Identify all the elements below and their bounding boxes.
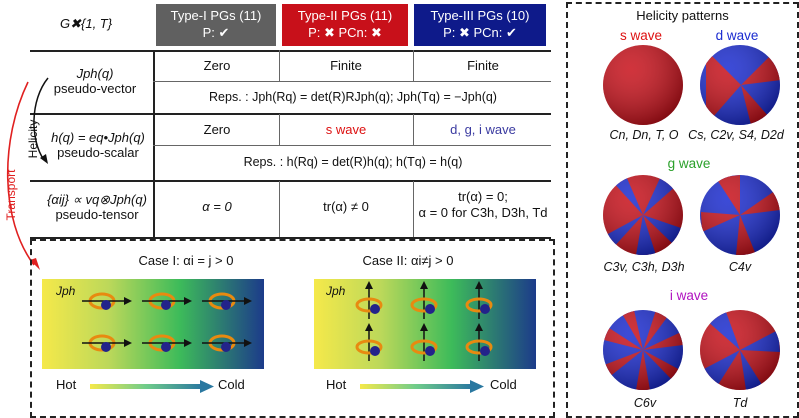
s-wave-text: s wave [619,28,663,43]
d-wave-label: d wave [692,28,782,43]
transport-arrow [6,81,35,266]
g-wave-label: g wave [644,156,734,171]
particle [410,323,438,361]
s-wave-label: s wave [596,28,686,43]
hq-label-2: pseudo-scalar [57,145,139,160]
i-wave-groups-1: C6v [633,396,657,410]
g-wave-groups-2: C4v [728,260,752,274]
type3-header: Type-III PGs (10) P: ✖ PCn: ✔ [414,4,546,46]
cold-label-1: Cold [218,377,245,392]
jph-type2: Finite [330,58,362,73]
hq-type1: Zero [203,122,231,137]
hot-label-2: Hot [326,377,347,392]
case1-particles [82,292,252,352]
col-line-6 [279,181,280,237]
col-line-2 [279,50,280,81]
alpha-type3-a: tr(α) = 0; [458,189,508,204]
side-arrows [6,77,49,270]
alpha-label-1: {αij} ∝ vq⊗Jph(q) [47,192,147,207]
alpha-type1: α = 0 [202,199,232,214]
particle [355,281,383,319]
particle [202,334,252,352]
type3-sub: P: ✖ PCn: ✔ [443,25,517,40]
row-line-3 [30,237,551,239]
g-wave-groups-1: C3v, C3h, D3h [603,260,685,274]
jph-type3: Finite [467,58,499,73]
hq-type2: s wave [325,122,367,137]
particle [465,281,493,319]
hot-label-1: Hot [56,377,77,392]
hq-type3: d, g, i wave [450,122,516,137]
transport-arrowhead [30,258,40,270]
gradient-arrow-2 [360,380,484,393]
s-wave-groups: Cn, Dn, T, O [609,128,679,142]
case2-jph-label: Jph [326,284,346,298]
type2-header: Type-II PGs (11) P: ✖ PCn: ✖ [282,4,408,46]
jph-label-2: pseudo-vector [53,81,137,96]
alpha-label-2: pseudo-tensor [55,207,139,222]
sub-line-1 [153,81,551,82]
case2-title: Case II: αi≠j > 0 [362,253,454,268]
col-line-7 [413,181,414,237]
type1-sub: P: ✔ [202,25,230,40]
i-wave-label: i wave [644,288,734,303]
hq-label-1: h(q) = eq•Jph(q) [51,130,145,145]
table-top-line [30,50,551,52]
transport-side-label: Transport [4,169,18,221]
col-line-5 [413,114,414,145]
type2-sub: P: ✖ PCn: ✖ [308,25,382,40]
i-wave-groups-2: Td [732,396,748,410]
spheres [603,45,780,390]
particle [202,292,252,310]
particle [82,292,132,310]
case1-jph-label: Jph [56,284,76,298]
particle [410,281,438,319]
col-line-3 [413,50,414,81]
helicity-title: Helicity patterns [636,8,729,23]
particle [142,334,192,352]
particle [142,292,192,310]
hq-reps: Reps. : h(Rq) = det(R)h(q); h(Tq) = h(q) [243,155,463,169]
g-wave-text: g wave [667,156,711,171]
sub-line-2 [153,145,551,146]
gradient-arrow-1 [90,380,214,393]
particle [465,323,493,361]
type3-title: Type-III PGs (10) [430,8,530,23]
d-wave-text: d wave [715,28,759,43]
type1-header: Type-I PGs (11) P: ✔ [156,4,276,46]
hq-label: h(q) = eq•Jph(q) pseudo-scalar [40,130,156,160]
group-label: G✖{1, T} [60,16,113,31]
helicity-arrow [33,77,49,161]
particle [82,334,132,352]
alpha-type3-b: α = 0 for C3h, D3h, Td [418,205,548,220]
d-wave-groups: Cs, C2v, S4, D2d [688,128,784,142]
alpha-label: {αij} ∝ vq⊗Jph(q) pseudo-tensor [38,192,156,222]
case2-particles [355,281,493,361]
jph-reps: Reps. : Jph(Rq) = det(R)RJph(q); Jph(Tq)… [209,90,497,104]
transport-box [30,239,555,418]
col-line-4 [279,114,280,145]
jph-label: Jph(q) pseudo-vector [40,66,150,96]
type2-title: Type-II PGs (11) [297,8,393,23]
col-line-1 [153,50,155,237]
helicity-arrowhead [40,154,48,164]
row-line-1 [30,113,551,115]
helicity-box [566,2,799,418]
particle [355,323,383,361]
jph-type1: Zero [203,58,231,73]
case1-title: Case I: αi = j > 0 [138,253,234,268]
helicity-side-label: Helicity [26,119,40,159]
alpha-type2: tr(α) ≠ 0 [323,199,369,214]
row-line-2 [30,180,551,182]
i-wave-text: i wave [669,288,709,303]
jph-label-1: Jph(q) [76,66,114,81]
cold-label-2: Cold [490,377,517,392]
type1-title: Type-I PGs (11) [170,8,262,23]
